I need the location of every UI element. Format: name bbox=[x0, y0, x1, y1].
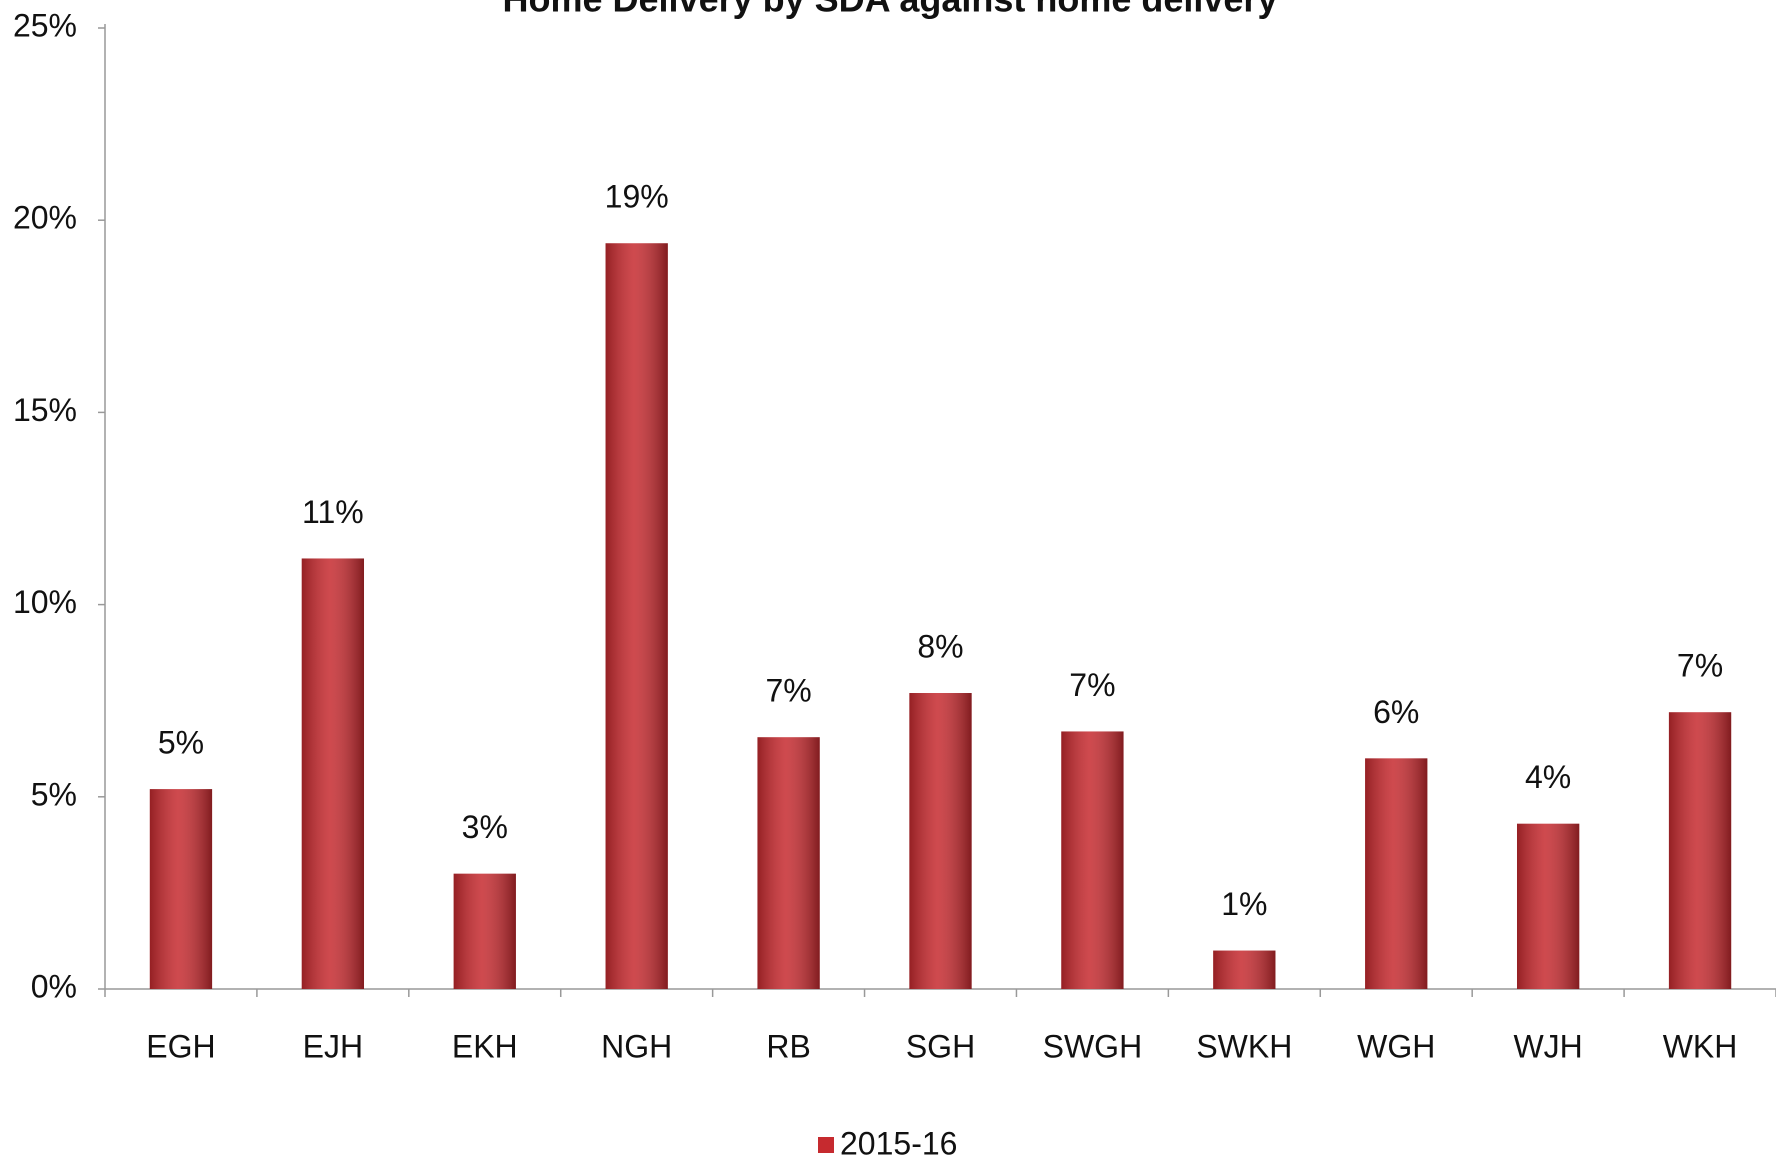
y-tick-label: 25% bbox=[13, 7, 77, 43]
y-tick-label: 10% bbox=[13, 584, 77, 620]
bar-group bbox=[1365, 758, 1428, 989]
bar-shade bbox=[1516, 823, 1580, 989]
x-tick-label: WKH bbox=[1663, 1028, 1738, 1064]
y-tick-label: 0% bbox=[31, 968, 77, 1004]
data-label: 3% bbox=[462, 809, 508, 845]
x-tick-label: WJH bbox=[1513, 1028, 1582, 1064]
x-tick-label: SWGH bbox=[1043, 1028, 1143, 1064]
bar-group bbox=[1061, 731, 1124, 989]
bar-group bbox=[1213, 950, 1276, 989]
legend-swatch bbox=[818, 1137, 834, 1153]
bar-group bbox=[757, 737, 820, 989]
data-label: 19% bbox=[605, 179, 669, 215]
bar-shade bbox=[757, 737, 820, 989]
y-tick-label: 5% bbox=[31, 776, 77, 812]
bar-shade bbox=[909, 693, 972, 989]
bar-shade bbox=[1365, 758, 1428, 989]
data-label: 7% bbox=[1069, 667, 1115, 703]
data-label: 11% bbox=[302, 494, 364, 530]
data-label: 7% bbox=[765, 673, 811, 709]
chart-title: Home Delivery by SDA against home delive… bbox=[503, 0, 1278, 20]
bar-shade bbox=[1061, 731, 1124, 989]
data-label: 1% bbox=[1221, 886, 1267, 922]
bar-group bbox=[453, 873, 516, 989]
data-label: 8% bbox=[917, 628, 963, 664]
legend-label: 2015-16 bbox=[840, 1125, 957, 1161]
y-tick-label: 20% bbox=[13, 200, 77, 236]
x-tick-label: EKH bbox=[452, 1028, 518, 1064]
x-tick-label: NGH bbox=[601, 1028, 672, 1064]
bar-shade bbox=[605, 243, 668, 989]
bar-group bbox=[1668, 712, 1732, 989]
x-tick-label: EJH bbox=[303, 1028, 363, 1064]
bar-group bbox=[301, 558, 365, 989]
data-label: 6% bbox=[1373, 694, 1419, 730]
x-tick-label: SWKH bbox=[1196, 1028, 1292, 1064]
bar-group bbox=[1516, 823, 1580, 989]
bar-shade bbox=[1213, 950, 1276, 989]
bar-group bbox=[909, 693, 972, 989]
data-label: 5% bbox=[158, 725, 204, 761]
y-tick-label: 15% bbox=[13, 392, 77, 428]
x-tick-label: WGH bbox=[1357, 1028, 1435, 1064]
bar-shade bbox=[301, 558, 365, 989]
bar-group bbox=[149, 789, 213, 989]
x-tick-label: EGH bbox=[146, 1028, 215, 1064]
bar-shade bbox=[1668, 712, 1732, 989]
bar-shade bbox=[453, 873, 516, 989]
x-tick-label: SGH bbox=[906, 1028, 975, 1064]
data-label: 4% bbox=[1525, 759, 1571, 795]
bar-group bbox=[605, 243, 668, 989]
x-tick-label: RB bbox=[766, 1028, 810, 1064]
bar-shade bbox=[149, 789, 213, 989]
data-label: 7% bbox=[1677, 648, 1723, 684]
